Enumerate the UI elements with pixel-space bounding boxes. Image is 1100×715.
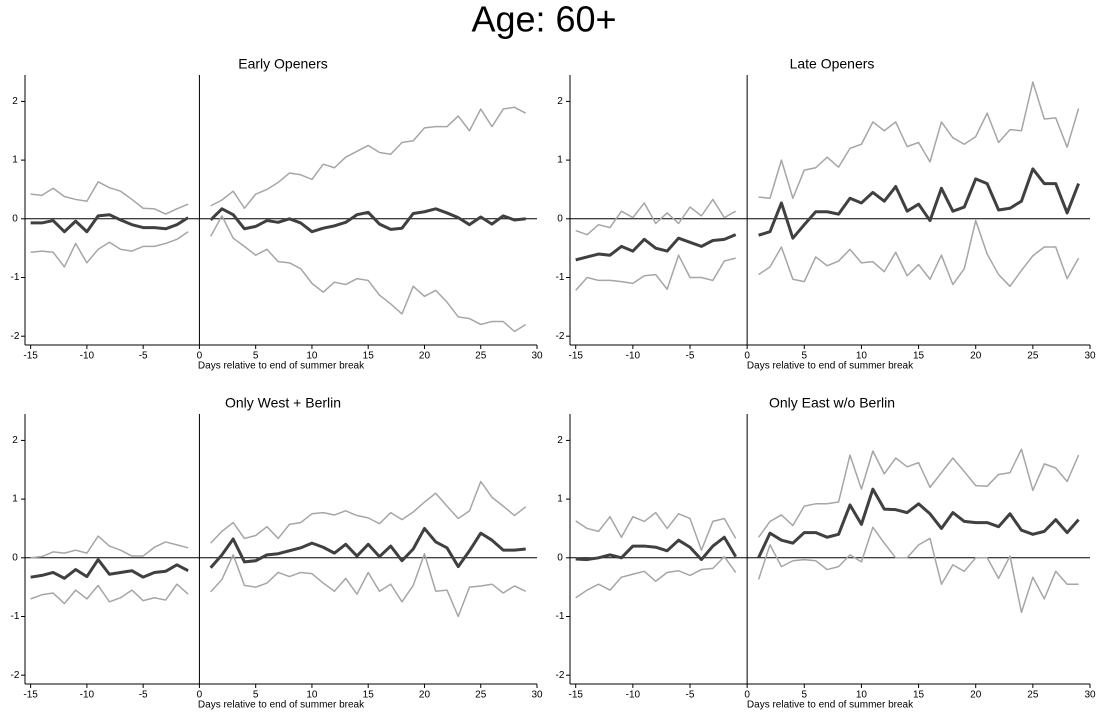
x-axis-label: Days relative to end of summer break — [198, 700, 365, 711]
x-axis-label: Days relative to end of summer break — [198, 361, 365, 372]
panel-title: Only West + Berlin — [225, 395, 341, 411]
x-tick-label: 0 — [744, 690, 750, 701]
series-line — [30, 480, 527, 559]
series-line — [30, 215, 527, 333]
x-tick-label: 10 — [856, 690, 868, 701]
x-tick-label: 25 — [1027, 690, 1039, 701]
panel-title: Early Openers — [238, 56, 327, 72]
y-tick-label: 0 — [557, 213, 563, 224]
x-tick-label: 30 — [1084, 690, 1096, 701]
y-tick-label: 2 — [557, 96, 563, 107]
x-tick-label: 5 — [253, 690, 259, 701]
y-tick-label: 2 — [12, 435, 18, 446]
x-tick-label: 0 — [197, 690, 203, 701]
x-tick-label: -5 — [686, 351, 695, 362]
y-tick-label: 0 — [12, 213, 18, 224]
x-tick-label: 30 — [531, 351, 543, 362]
x-tick-label: 25 — [475, 351, 487, 362]
x-tick-label: -15 — [23, 351, 38, 362]
series-line — [575, 167, 1080, 262]
x-tick-label: 20 — [419, 690, 431, 701]
y-tick-label: -1 — [556, 272, 565, 283]
y-tick-label: 2 — [12, 96, 18, 107]
figure-title: Age: 60+ — [471, 0, 616, 40]
series-line — [30, 106, 527, 215]
y-tick-label: -1 — [556, 611, 565, 622]
series-line — [575, 487, 1080, 562]
x-tick-label: 0 — [197, 351, 203, 362]
x-tick-label: 5 — [253, 351, 259, 362]
y-tick-label: 1 — [12, 494, 18, 505]
x-tick-label: -5 — [139, 351, 148, 362]
x-tick-label: 30 — [1084, 351, 1096, 362]
y-tick-label: 2 — [557, 435, 563, 446]
x-tick-label: 20 — [970, 351, 982, 362]
x-tick-label: -10 — [626, 351, 641, 362]
x-tick-label: 25 — [475, 690, 487, 701]
x-tick-label: -10 — [626, 690, 641, 701]
y-tick-label: -2 — [556, 670, 565, 681]
series-line — [575, 526, 1079, 614]
y-tick-label: -1 — [11, 272, 20, 283]
panel-title: Late Openers — [790, 56, 875, 72]
y-tick-label: 1 — [557, 494, 563, 505]
x-tick-label: 25 — [1027, 351, 1039, 362]
x-tick-label: 5 — [802, 690, 808, 701]
y-tick-label: -1 — [11, 611, 20, 622]
y-tick-label: 1 — [12, 155, 18, 166]
x-tick-label: 10 — [856, 351, 868, 362]
series-line — [575, 81, 1080, 236]
series-line — [575, 219, 1080, 291]
series-line — [30, 207, 526, 234]
x-tick-label: 15 — [913, 690, 925, 701]
y-tick-label: 0 — [12, 552, 18, 563]
x-tick-label: 15 — [363, 690, 375, 701]
x-tick-label: -15 — [568, 690, 583, 701]
x-tick-label: 5 — [802, 351, 808, 362]
x-tick-label: -15 — [568, 351, 583, 362]
y-tick-label: -2 — [11, 670, 20, 681]
x-tick-label: -10 — [80, 351, 95, 362]
y-tick-label: -2 — [556, 331, 565, 342]
x-tick-label: -5 — [686, 690, 695, 701]
panel-title: Only East w/o Berlin — [769, 395, 895, 411]
x-tick-label: -15 — [23, 690, 38, 701]
x-tick-label: 10 — [306, 690, 318, 701]
x-tick-label: 20 — [419, 351, 431, 362]
x-tick-label: 30 — [531, 690, 543, 701]
x-tick-label: -10 — [80, 690, 95, 701]
x-tick-label: 20 — [970, 690, 982, 701]
x-tick-label: 15 — [363, 351, 375, 362]
x-tick-label: 10 — [306, 351, 318, 362]
x-tick-label: 15 — [913, 351, 925, 362]
x-axis-label: Days relative to end of summer break — [747, 700, 914, 711]
y-tick-label: 0 — [557, 552, 563, 563]
y-tick-label: -2 — [11, 331, 20, 342]
series-line — [30, 526, 526, 580]
x-tick-label: 0 — [744, 351, 750, 362]
y-tick-label: 1 — [557, 155, 563, 166]
series-line — [30, 552, 527, 618]
series-line — [575, 448, 1080, 551]
x-axis-label: Days relative to end of summer break — [747, 361, 914, 372]
x-tick-label: -5 — [139, 690, 148, 701]
